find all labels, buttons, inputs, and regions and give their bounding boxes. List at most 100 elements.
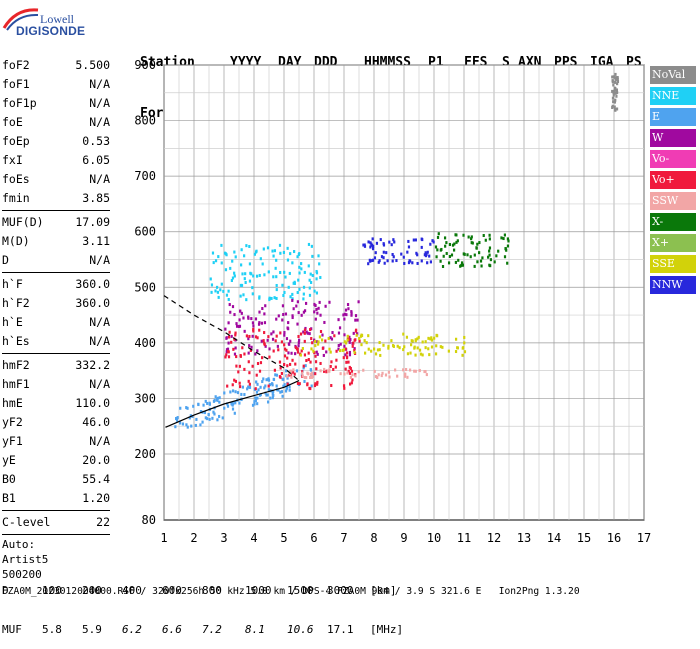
x-tick-label: 2 (190, 531, 197, 545)
echo-point-w (284, 312, 288, 316)
echo-point-nne (214, 289, 217, 293)
echo-point-sse (379, 353, 382, 357)
echo-point-nne (317, 254, 320, 258)
echo-point-nne (225, 253, 228, 257)
echo-point-w (240, 311, 243, 315)
echo-point-vo+ (256, 336, 259, 340)
echo-point-nnw (370, 242, 373, 246)
echo-point-vo+ (321, 346, 324, 350)
echo-point-vo+ (237, 370, 240, 374)
echo-point-vo+ (310, 337, 313, 341)
param-value: N/A (89, 315, 110, 329)
echo-point-noval (613, 86, 616, 90)
param-name: h`E (2, 315, 23, 329)
echo-point-e (272, 377, 276, 381)
echo-point-sse (411, 339, 414, 343)
echo-point-nne (310, 244, 313, 248)
echo-point-e (267, 400, 270, 404)
echo-point-vo+ (298, 382, 301, 386)
echo-point-w (229, 310, 232, 314)
echo-point-e (192, 404, 195, 408)
echo-point-vo+ (292, 370, 295, 374)
echo-point-sse (387, 344, 390, 348)
x-tick-label: 15 (577, 531, 591, 545)
param-name: B0 (2, 472, 16, 486)
echo-point-sse (355, 333, 358, 337)
echo-point-vo+ (286, 364, 289, 368)
param-value: 46.0 (82, 415, 110, 429)
echo-point-nne (308, 278, 311, 282)
echo-point-nne (291, 261, 294, 265)
echo-point-ssw (376, 376, 379, 380)
echo-point-nne (291, 297, 294, 301)
echo-point-sse (463, 341, 466, 345)
echo-point-e (309, 368, 313, 372)
echo-point-x- (506, 237, 509, 241)
echo-point-ssw (309, 372, 313, 376)
echo-point-w (354, 314, 358, 318)
clevel-row: C-level 22 (2, 513, 110, 532)
echo-point-nne (267, 270, 270, 274)
echo-point-nne (248, 279, 252, 283)
frow2-value: 6.6 (162, 623, 182, 636)
echo-point-vo+ (315, 367, 318, 371)
param-row: foEp 0.53 (2, 132, 110, 151)
echo-point-sse (390, 339, 393, 343)
echo-point-x- (478, 251, 481, 255)
echo-point-nne (275, 283, 278, 287)
param-row: B1 1.20 (2, 489, 110, 508)
chart-grid (163, 64, 645, 521)
echo-point-x- (447, 261, 451, 265)
echo-point-w (250, 317, 253, 321)
echo-point-vo+ (248, 371, 251, 375)
echo-point-nne (283, 290, 286, 294)
echo-point-sse (346, 338, 349, 342)
echo-point-vo+ (351, 378, 354, 382)
param-name: D (2, 253, 9, 267)
echo-point-sse (365, 341, 368, 345)
echo-point-sse (387, 346, 390, 350)
echo-point-ssw (290, 375, 293, 379)
echo-point-nne (289, 295, 292, 299)
echo-point-ssw (354, 374, 357, 378)
echo-point-nne (307, 242, 311, 246)
echo-point-nne (315, 277, 318, 281)
echo-point-sse (406, 352, 410, 356)
echo-point-vo+ (263, 331, 266, 335)
echo-point-e (234, 401, 237, 405)
echo-point-w (337, 331, 341, 335)
echo-point-vo+ (305, 359, 308, 363)
echo-point-x- (444, 244, 447, 248)
echo-point-nnw (391, 253, 394, 257)
echo-point-x- (456, 239, 459, 243)
echo-point-vo+ (278, 375, 282, 379)
echo-point-w (308, 332, 311, 336)
param-row: D N/A (2, 251, 110, 270)
param-name: MUF(D) (2, 215, 44, 229)
echo-point-nne (255, 274, 259, 278)
echo-point-e (185, 406, 188, 410)
echo-point-w (270, 332, 273, 336)
legend-item-x: X- (650, 213, 696, 231)
frow2-label: MUF (2, 623, 22, 636)
echo-point-ssw (303, 375, 306, 379)
echo-point-ssw (408, 368, 412, 372)
echo-point-nnw (412, 238, 415, 242)
echo-point-e (218, 400, 221, 404)
param-name: foF1 (2, 77, 30, 91)
echo-point-x- (500, 236, 503, 240)
echo-point-x- (436, 235, 440, 239)
param-row: B0 55.4 (2, 470, 110, 489)
param-value: 360.0 (75, 277, 110, 291)
echo-point-vo+ (309, 387, 312, 391)
echo-point-nnw (368, 258, 371, 262)
echo-point-w (247, 337, 250, 341)
echo-point-e (257, 388, 260, 392)
frow1-label: D (2, 584, 9, 597)
echo-point-sse (418, 348, 422, 352)
echo-point-e (238, 401, 241, 405)
ionogram-chart: 1 2 3 4 5 6 7 8 9 10 11 12 13 14 15 16 17802003004005006… (134, 58, 651, 545)
echo-point-e (256, 402, 259, 406)
param-value: 332.2 (75, 358, 110, 372)
echo-point-sse (430, 338, 434, 342)
